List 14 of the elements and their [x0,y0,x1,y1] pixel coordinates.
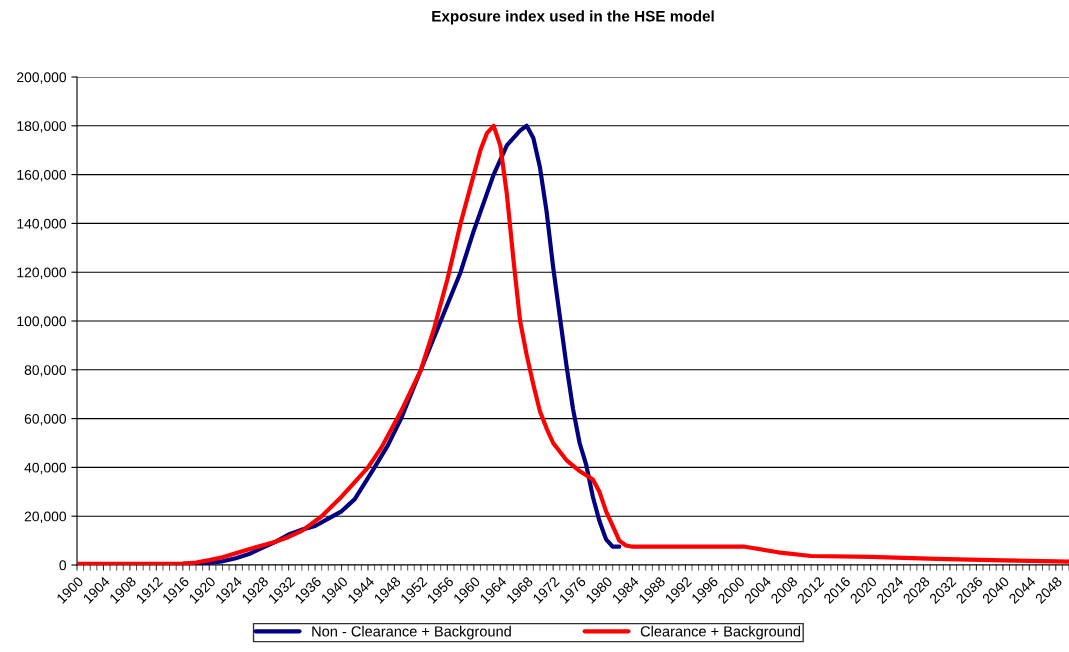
y-tick-label: 80,000 [24,365,67,377]
y-tick-label: 180,000 [17,121,67,133]
y-tick-label: 40,000 [24,462,67,475]
y-tick-label: 140,000 [17,218,67,231]
chart-title: Exposure index used in the HSE model [432,10,714,25]
y-tick-label: 0 [59,560,67,571]
y-tick-label: 200,000 [17,72,67,84]
y-tick-label: 20,000 [24,511,67,524]
y-tick-label: 120,000 [17,267,67,280]
y-tick-label: 100,000 [17,316,67,328]
legend-label: Clearance + Background [640,625,801,640]
legend-label: Non - Clearance + Background [312,625,511,640]
y-tick-label: 160,000 [17,169,67,182]
y-tick-label: 60,000 [24,413,67,426]
